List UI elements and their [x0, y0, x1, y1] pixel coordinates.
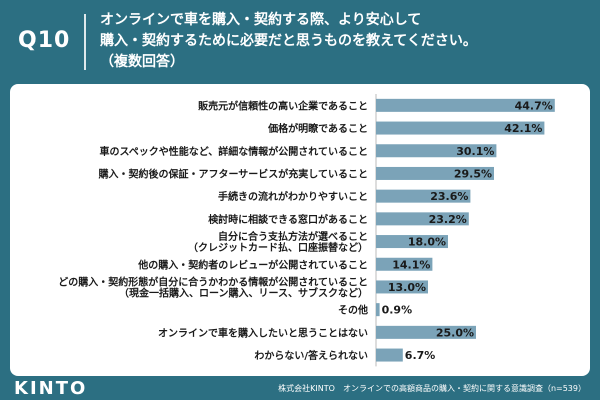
bar-chart: 44.7% 販売元が信頼性の高い企業であること 42.1% 価格が明瞭であること 30.… — [58, 94, 555, 367]
category-label-6-line-1: （クレジットカード払、口座振替など） — [188, 241, 368, 254]
header: Q10 オンラインで車を購入・契約する際、より安心して 購入・契約するために必要… — [0, 0, 600, 84]
value-label-1: 42.1% — [504, 122, 542, 135]
question-text: オンラインで車を購入・契約する際、より安心して 購入・契約するために必要だと思う… — [100, 10, 590, 73]
bar-7 — [376, 257, 433, 271]
source-note: 株式会社KINTO オンラインでの高額商品の購入・契約に関する意識調査（n=53… — [278, 384, 586, 393]
value-label-0: 44.7% — [515, 99, 553, 112]
value-label-10: 25.0% — [436, 326, 474, 339]
chart-panel: 44.7% 販売元が信頼性の高い企業であること 42.1% 価格が明瞭であること 30.… — [10, 84, 590, 376]
question-number: Q10 — [18, 28, 71, 53]
question-line-3: （複数回答） — [100, 54, 184, 70]
category-label-6-line-0: 自分に合う支払方法が選べること — [218, 230, 368, 243]
value-label-5: 23.2% — [429, 213, 467, 226]
question-line-1: オンラインで車を購入・契約する際、より安心して — [100, 12, 422, 28]
category-label-0: 販売元が信頼性の高い企業であること — [198, 99, 368, 112]
category-label-4: 手続きの流れがわかりやすいこと — [218, 190, 368, 203]
bar-5 — [376, 212, 469, 226]
value-label-3: 29.5% — [454, 167, 492, 180]
category-label-8-line-1: （現金一括購入、ローン購入、リース、サブスクなど） — [119, 286, 368, 299]
category-label-10: オンラインで車を購入したいと思うことはない — [158, 326, 368, 339]
bar-1 — [376, 121, 545, 135]
category-label-2: 車のスペックや性能など、詳細な情報が公開されていること — [100, 145, 369, 158]
category-label-11: わからない/答えられない — [254, 349, 368, 362]
category-label-5: 検討時に相談できる窓口があること — [208, 213, 368, 226]
bar-6 — [376, 235, 448, 249]
header-divider — [84, 14, 86, 70]
value-label-9: 0.9% — [382, 304, 413, 317]
bar-8 — [376, 280, 428, 294]
category-label-8-line-0: どの購入・契約形態が自分に合うかわかる情報が公開されていること — [58, 275, 368, 288]
category-label-1: 価格が明瞭であること — [267, 122, 368, 135]
bar-2 — [376, 144, 497, 158]
value-label-11: 6.7% — [405, 349, 436, 362]
bar-10 — [376, 325, 476, 339]
category-label-9: その他 — [338, 304, 368, 317]
footer: KINTO 株式会社KINTO オンラインでの高額商品の購入・契約に関する意識調… — [0, 376, 600, 400]
value-label-4: 23.6% — [430, 190, 468, 203]
bar-3 — [376, 166, 494, 180]
bar-4 — [376, 189, 471, 203]
value-label-6: 18.0% — [408, 236, 446, 249]
bar-11 — [376, 348, 403, 362]
value-label-2: 30.1% — [456, 145, 494, 158]
value-label-7: 14.1% — [392, 258, 430, 271]
value-label-8: 13.0% — [388, 281, 426, 294]
bar-9 — [376, 303, 380, 317]
kinto-logo: KINTO — [14, 378, 88, 399]
category-label-3: 購入・契約後の保証・アフターサービスが充実していること — [98, 167, 369, 180]
question-line-2: 購入・契約するために必要だと思うものを教えてください。 — [100, 33, 477, 49]
bar-0 — [376, 98, 555, 112]
category-label-7: 他の購入・契約者のレビューが公開されていること — [137, 258, 368, 271]
